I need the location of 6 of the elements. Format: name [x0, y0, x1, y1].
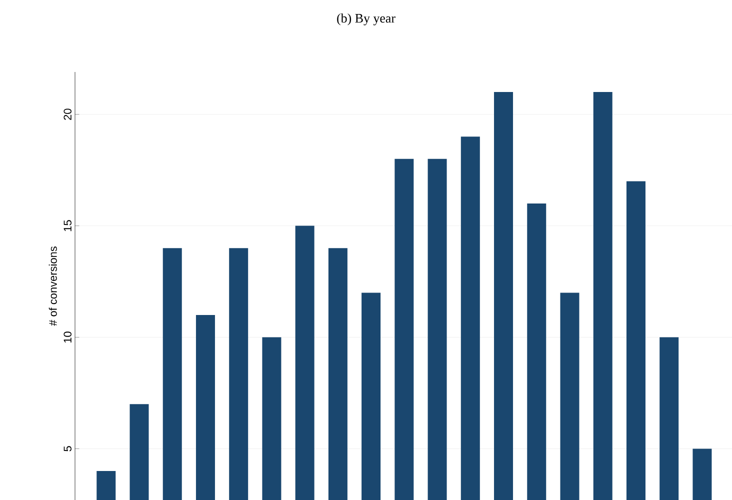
y-tick-label: 20 — [64, 108, 72, 120]
y-axis-title: # of conversions — [48, 246, 57, 326]
y-tick-label: 5 — [64, 446, 72, 452]
y-tick-label: 15 — [64, 220, 72, 232]
y-tick-label: 10 — [64, 332, 72, 343]
chart-title: (b) By year — [337, 14, 396, 26]
